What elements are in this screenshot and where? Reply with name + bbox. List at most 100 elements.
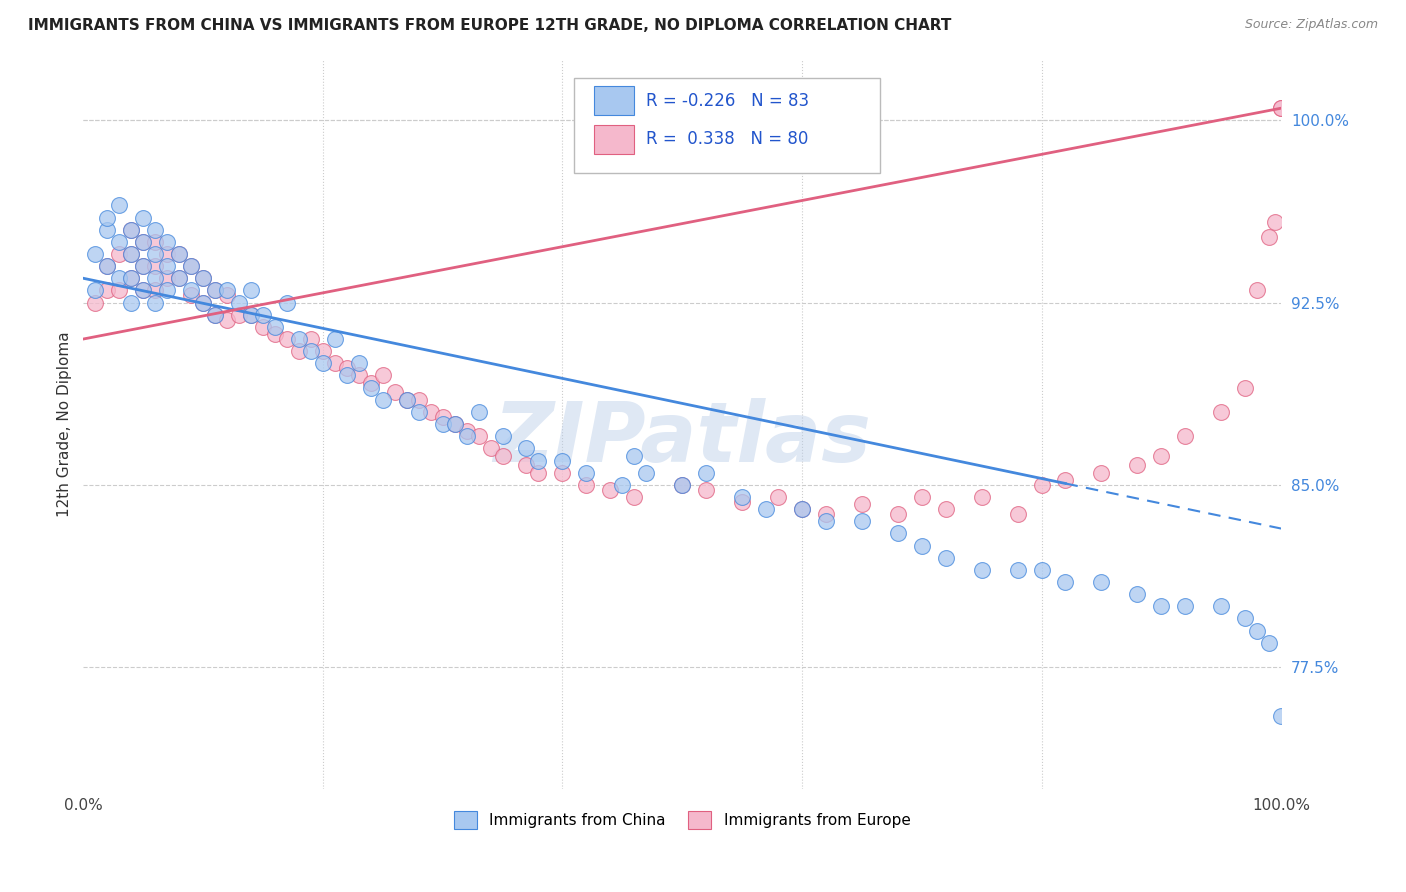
Point <box>143 222 166 236</box>
Point <box>479 442 502 456</box>
Point <box>599 483 621 497</box>
Point <box>515 458 537 473</box>
Point <box>191 295 214 310</box>
Point <box>120 247 142 261</box>
Point <box>108 247 131 261</box>
Point <box>1054 473 1077 487</box>
Text: ZIPatlas: ZIPatlas <box>494 398 872 479</box>
Point <box>467 405 489 419</box>
FancyBboxPatch shape <box>593 125 634 154</box>
Point <box>575 478 598 492</box>
Point <box>108 198 131 212</box>
Point <box>1258 636 1281 650</box>
Point <box>84 247 107 261</box>
Point <box>432 409 454 424</box>
Point <box>491 449 513 463</box>
Point <box>204 308 226 322</box>
Point <box>1246 284 1268 298</box>
Point <box>851 497 873 511</box>
FancyBboxPatch shape <box>575 78 880 172</box>
Point <box>671 478 693 492</box>
Point <box>288 344 311 359</box>
Point <box>636 466 658 480</box>
Point <box>1150 599 1173 614</box>
Point <box>790 502 813 516</box>
Point <box>887 507 910 521</box>
Point <box>143 247 166 261</box>
Point <box>527 466 550 480</box>
Point <box>1031 478 1053 492</box>
Point <box>143 235 166 249</box>
Point <box>1234 611 1257 625</box>
Point <box>1054 574 1077 589</box>
Point <box>191 271 214 285</box>
Point <box>215 288 238 302</box>
Point <box>120 222 142 236</box>
Point <box>323 356 346 370</box>
Point <box>1174 429 1197 443</box>
Point <box>312 356 335 370</box>
Point <box>911 539 934 553</box>
Point <box>167 271 190 285</box>
Point <box>970 490 993 504</box>
Point <box>288 332 311 346</box>
Point <box>1126 587 1149 601</box>
Point <box>167 271 190 285</box>
Point <box>1258 230 1281 244</box>
Point <box>132 259 155 273</box>
Point <box>323 332 346 346</box>
Point <box>1090 466 1112 480</box>
Point <box>299 332 322 346</box>
Text: R =  0.338   N = 80: R = 0.338 N = 80 <box>647 130 808 148</box>
Point <box>108 284 131 298</box>
Point <box>108 271 131 285</box>
Text: Source: ZipAtlas.com: Source: ZipAtlas.com <box>1244 18 1378 31</box>
Point <box>671 478 693 492</box>
Point <box>204 308 226 322</box>
Point <box>96 222 118 236</box>
Point <box>228 295 250 310</box>
Point <box>1246 624 1268 638</box>
Point <box>252 319 274 334</box>
Point <box>1007 563 1029 577</box>
Point <box>132 284 155 298</box>
Point <box>180 288 202 302</box>
Point <box>887 526 910 541</box>
Legend: Immigrants from China, Immigrants from Europe: Immigrants from China, Immigrants from E… <box>447 805 917 836</box>
Point <box>120 247 142 261</box>
Point <box>456 425 478 439</box>
Point <box>755 502 778 516</box>
Point <box>1031 563 1053 577</box>
Point <box>84 295 107 310</box>
Point <box>360 381 382 395</box>
Point <box>1007 507 1029 521</box>
Point <box>132 259 155 273</box>
Point <box>156 284 179 298</box>
Point <box>551 466 574 480</box>
Y-axis label: 12th Grade, No Diploma: 12th Grade, No Diploma <box>58 331 72 516</box>
Point <box>1174 599 1197 614</box>
Point <box>120 271 142 285</box>
Point <box>108 235 131 249</box>
Point <box>120 222 142 236</box>
Point <box>264 327 287 342</box>
Point <box>347 368 370 383</box>
Point <box>167 247 190 261</box>
Point <box>204 284 226 298</box>
Point <box>336 368 359 383</box>
Point <box>623 449 645 463</box>
Point <box>143 271 166 285</box>
FancyBboxPatch shape <box>593 87 634 115</box>
Point <box>371 368 394 383</box>
Point <box>240 284 263 298</box>
Point <box>180 259 202 273</box>
Text: IMMIGRANTS FROM CHINA VS IMMIGRANTS FROM EUROPE 12TH GRADE, NO DIPLOMA CORRELATI: IMMIGRANTS FROM CHINA VS IMMIGRANTS FROM… <box>28 18 952 33</box>
Point <box>395 392 418 407</box>
Point <box>204 284 226 298</box>
Point <box>276 295 298 310</box>
Point <box>132 235 155 249</box>
Point <box>347 356 370 370</box>
Point <box>1090 574 1112 589</box>
Point <box>408 405 430 419</box>
Point <box>191 271 214 285</box>
